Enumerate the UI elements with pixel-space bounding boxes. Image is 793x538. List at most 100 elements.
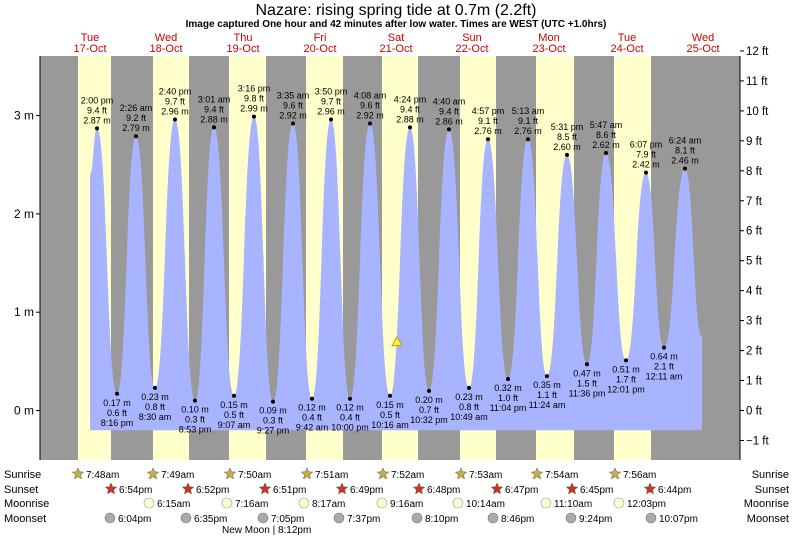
high-tide-time: 3:01 am <box>198 94 231 104</box>
low-tide-metres: 0.09 m <box>259 406 287 416</box>
low-tide-metres: 0.17 m <box>103 398 131 408</box>
high-tide-feet: 9.8 ft <box>244 94 265 104</box>
low-tide-feet: 0.6 ft <box>107 408 128 418</box>
high-tide-point <box>604 150 608 155</box>
day-date: 19-Oct <box>226 43 259 55</box>
high-tide-point <box>212 125 216 130</box>
day-name: Mon <box>538 32 559 44</box>
tide-area <box>90 116 702 431</box>
high-tide-metres: 2.88 m <box>200 114 228 124</box>
sunrise-time: 7:53am <box>469 470 502 481</box>
sunset-icon <box>258 482 272 495</box>
moonset-icon <box>104 512 116 524</box>
high-tide-metres: 2.62 m <box>592 140 620 150</box>
high-tide-time: 4:08 am <box>354 90 387 100</box>
low-tide-time: 11:24 am <box>529 400 566 410</box>
low-tide-time: 10:16 am <box>371 420 409 430</box>
low-tide-point <box>467 385 471 390</box>
high-tide-feet: 8.6 ft <box>596 130 617 140</box>
sunrise-icon <box>300 467 314 480</box>
sunrise-time: 7:52am <box>391 470 424 481</box>
moonrise-time: 7:16am <box>235 499 268 510</box>
low-tide-feet: 0.4 ft <box>340 413 361 423</box>
high-tide-point <box>329 117 333 122</box>
feet-tick-label: −1 ft <box>746 435 770 447</box>
high-tide-feet: 8.1 ft <box>675 146 696 156</box>
low-tide-metres: 0.35 m <box>533 380 561 390</box>
sunset-time: 6:54pm <box>119 485 152 496</box>
high-tide-metres: 2.92 m <box>279 110 307 120</box>
moonset-time: 6:04pm <box>118 514 151 525</box>
low-tide-time: 9:07 am <box>218 420 251 430</box>
sun-moon-table: Sunrise Sunrise 7:48am 7:49am 7:50am 7:51am 7:… <box>4 467 789 536</box>
low-tide-metres: 0.64 m <box>650 352 678 362</box>
high-tide-point <box>291 121 295 126</box>
high-tide-metres: 2.86 m <box>435 116 463 126</box>
day-name: Sun <box>462 32 482 44</box>
high-tide-time: 3:35 am <box>277 90 310 100</box>
low-tide-point <box>427 388 431 393</box>
feet-tick-label: 12 ft <box>746 46 769 58</box>
high-tide-time: 4:57 pm <box>472 106 505 116</box>
high-tide-feet: 9.7 ft <box>165 97 186 107</box>
high-tide-metres: 2.79 m <box>122 123 150 133</box>
low-tide-metres: 0.32 m <box>494 383 522 393</box>
moonset-label-left: Moonset <box>4 513 46 525</box>
high-tide-time: 5:13 am <box>512 106 545 116</box>
high-tide-time: 3:50 pm <box>315 87 348 97</box>
low-tide-time: 11:04 pm <box>490 403 527 413</box>
axes: 0 m 1 m 2 m 3 m −1 ft 0 ft 1 ft 2 ft 3 ft 4 ft 5 f… <box>14 46 770 460</box>
low-tide-time: 10:32 pm <box>410 415 448 425</box>
feet-tick-label: 6 ft <box>746 226 763 238</box>
sunset-icon <box>104 482 118 495</box>
moonset-label-right: Moonset <box>747 513 789 525</box>
low-tide-feet: 1.1 ft <box>537 390 558 400</box>
low-tide-point <box>662 345 666 350</box>
low-tide-feet: 1.5 ft <box>577 378 598 388</box>
new-moon-label: New Moon | 8:12pm <box>222 525 311 536</box>
high-tide-time: 2:40 pm <box>159 87 192 97</box>
low-tide-feet: 1.0 ft <box>498 393 519 403</box>
low-tide-time: 8:16 pm <box>101 418 134 428</box>
high-tide-point <box>252 114 256 119</box>
low-tide-metres: 0.51 m <box>612 364 640 374</box>
moonrise-time: 9:16am <box>390 499 423 510</box>
low-tide-feet: 0.5 ft <box>224 410 245 420</box>
low-tide-point <box>624 358 628 363</box>
sunrise-icon <box>223 467 237 480</box>
high-tide-point <box>526 137 530 142</box>
sunrise-icon <box>376 467 390 480</box>
moonset-icon <box>411 512 423 524</box>
high-tide-metres: 2.96 m <box>317 107 345 117</box>
low-tide-point <box>585 362 589 367</box>
feet-tick-label: 9 ft <box>746 136 763 148</box>
high-tide-feet: 9.6 ft <box>360 100 381 110</box>
high-tide-point <box>447 127 451 132</box>
sunrise-icon <box>146 467 160 480</box>
low-tide-feet: 0.4 ft <box>302 413 323 423</box>
tide-labels: 2:00 pm9.4 ft2.87 m2:26 am9.2 ft2.79 m2:… <box>81 84 702 436</box>
moonset-time: 7:37pm <box>347 514 380 525</box>
moonset-time: 7:05pm <box>271 514 304 525</box>
low-tide-time: 11:36 pm <box>569 388 606 398</box>
day-name: Sat <box>388 32 405 44</box>
low-tide-point <box>232 393 236 398</box>
high-tide-point <box>134 134 138 139</box>
low-tide-point <box>271 399 275 404</box>
low-tide-point <box>348 396 352 401</box>
sunset-icon <box>181 482 195 495</box>
metre-tick-label: 1 m <box>14 305 34 319</box>
sunrise-icon <box>608 467 622 480</box>
low-tide-feet: 0.7 ft <box>419 405 440 415</box>
sunset-time: 6:45pm <box>580 485 613 496</box>
chart-title: Nazare: rising spring tide at 0.7m (2.2f… <box>255 2 536 19</box>
feet-tick-label: 11 ft <box>746 76 768 88</box>
low-tide-time: 8:30 am <box>139 412 172 422</box>
sunset-time: 6:51pm <box>273 485 306 496</box>
high-tide-time: 3:16 pm <box>238 84 271 94</box>
sunset-time: 6:44pm <box>658 485 691 496</box>
high-tide-metres: 2.46 m <box>671 156 699 166</box>
high-tide-point <box>565 152 569 157</box>
low-tide-time: 12:01 pm <box>607 384 645 394</box>
high-tide-time: 2:26 am <box>120 103 153 113</box>
